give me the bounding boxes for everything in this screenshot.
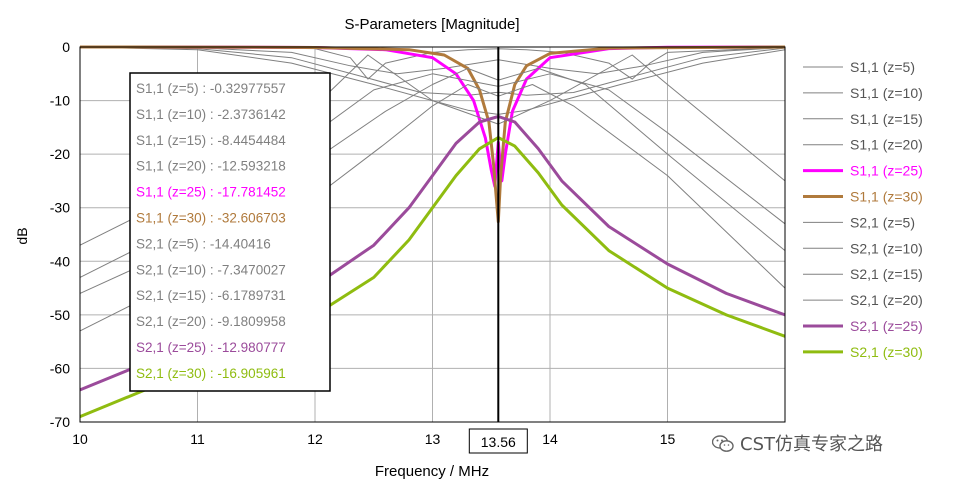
- legend-label: S1,1 (z=5): [850, 59, 915, 75]
- x-tick-label: 12: [307, 431, 323, 447]
- readout-entry: S2,1 (z=20) : -9.1809958: [136, 314, 286, 329]
- y-tick-label: -70: [50, 414, 70, 430]
- readout-entry: S1,1 (z=5) : -0.32977557: [136, 81, 286, 96]
- legend-label: S2,1 (z=25): [850, 318, 923, 334]
- legend-label: S1,1 (z=15): [850, 111, 923, 127]
- frequency-marker[interactable]: 13.56: [468, 47, 528, 454]
- y-axis-label: dB: [14, 227, 30, 244]
- y-tick-label: 0: [62, 39, 70, 55]
- x-tick-label: 11: [190, 431, 205, 447]
- legend: S1,1 (z=5) S1,1 (z=10) S1,1 (z=15) S1,1 (z=…: [803, 59, 923, 360]
- readout-entry: S1,1 (z=30) : -32.606703: [136, 211, 286, 226]
- y-tick-label: -20: [50, 146, 70, 162]
- series-line-6: [79, 45, 786, 224]
- readout-entry: S2,1 (z=15) : -6.1789731: [136, 288, 286, 303]
- y-tick-label: -10: [50, 93, 70, 109]
- marker-label-box[interactable]: [468, 428, 528, 454]
- readout-entry: S1,1 (z=15) : -8.4454484: [136, 133, 286, 148]
- y-tick-label: -40: [50, 253, 70, 269]
- x-tick-label: 14: [542, 431, 558, 447]
- series-lines: [79, 45, 786, 418]
- marker-readout-box: S1,1 (z=5) : -0.32977557 S1,1 (z=10) : -2…: [129, 72, 331, 392]
- legend-label: S2,1 (z=5): [850, 214, 915, 230]
- legend-label: S1,1 (z=20): [850, 137, 923, 153]
- readout-entry: S1,1 (z=20) : -12.593218: [136, 159, 286, 174]
- legend-label: S2,1 (z=10): [850, 240, 923, 256]
- legend-label: S2,1 (z=15): [850, 266, 923, 282]
- legend-label: S1,1 (z=30): [850, 189, 923, 205]
- readout-entry: S2,1 (z=5) : -14.40416: [136, 236, 271, 251]
- y-tick-label: -60: [50, 360, 70, 376]
- watermark-text: CST仿真专家之路: [740, 434, 883, 455]
- x-tick-label: 13: [425, 431, 441, 447]
- legend-label: S2,1 (z=20): [850, 292, 923, 308]
- y-tick-label: -50: [50, 307, 70, 323]
- legend-label: S1,1 (z=10): [850, 85, 923, 101]
- legend-label: S1,1 (z=25): [850, 163, 923, 179]
- readout-entry: S1,1 (z=10) : -2.3736142: [136, 107, 286, 122]
- readout-entry: S2,1 (z=25) : -12.980777: [136, 340, 286, 355]
- marker-label: 13.56: [481, 434, 516, 450]
- plot-frame: [79, 46, 786, 423]
- chart-title: S-Parameters [Magnitude]: [344, 16, 519, 33]
- readout-entry: S2,1 (z=30) : -16.905961: [136, 366, 286, 381]
- series-line-3: [79, 46, 786, 96]
- x-tick-label: 10: [72, 431, 88, 447]
- x-tick-label: 15: [660, 431, 676, 447]
- x-axis-label: Frequency / MHz: [375, 463, 489, 480]
- legend-label: S2,1 (z=30): [850, 344, 923, 360]
- readout-entry: S2,1 (z=10) : -7.3470027: [136, 262, 286, 277]
- series-line-4: [79, 46, 786, 115]
- readout-box-frame: [129, 72, 331, 392]
- series-line-1: [79, 46, 786, 80]
- y-tick-label: -30: [50, 200, 70, 216]
- watermark: CST仿真专家之路: [712, 430, 883, 456]
- readout-entry: S1,1 (z=25) : -17.781452: [136, 185, 286, 200]
- wechat-icon: [712, 435, 734, 452]
- series-line-2: [79, 46, 786, 75]
